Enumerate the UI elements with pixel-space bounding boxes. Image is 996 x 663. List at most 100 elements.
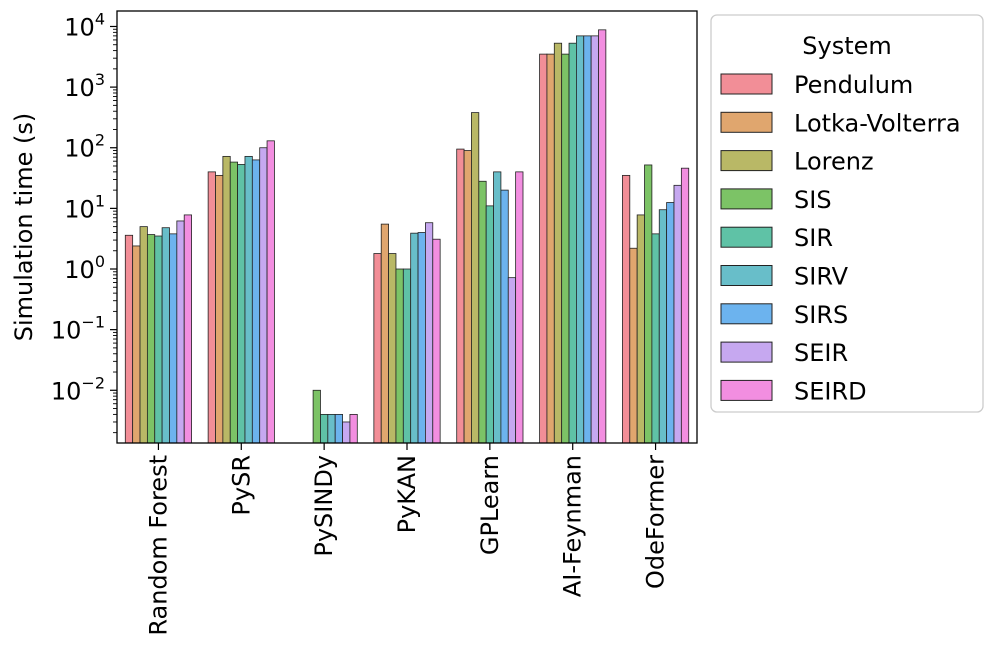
x-tick-label: PyKAN — [393, 455, 421, 533]
x-tick-label: AI-Feynman — [559, 455, 587, 597]
bar-lotka-volterra-odeformer — [629, 247, 638, 444]
bar-sirv-random-forest — [161, 227, 170, 444]
bar-pendulum-pykan — [373, 253, 382, 444]
bar-sir-pysindy — [320, 413, 329, 444]
bar-lorenz-gplearn — [471, 112, 480, 444]
legend-label: SIS — [794, 186, 832, 214]
bar-sir-pykan — [402, 268, 412, 444]
x-tick-label: PySR — [227, 455, 255, 516]
y-axis: 10−2 10−1 100 101 102 103 104 — [51, 9, 117, 434]
bar-pendulum-pysr — [207, 171, 216, 444]
bar-lorenz-random-forest — [139, 226, 148, 444]
bar-seir-pysindy — [342, 421, 351, 444]
y-tick-label: 10−2 — [51, 373, 105, 405]
bar-lorenz-odeformer — [636, 214, 645, 444]
legend-label: SEIR — [794, 339, 848, 367]
bar-sir-ai-feynman — [568, 42, 577, 444]
bar-sirs-pysindy — [334, 413, 343, 444]
legend-label: SIR — [794, 224, 833, 252]
x-tick-label: Random Forest — [144, 455, 172, 636]
y-tick-label: 10−1 — [51, 313, 105, 345]
bar-sirs-ai-feynman — [583, 35, 592, 444]
bar-sirs-pysr — [251, 159, 261, 444]
legend-label: SIRS — [794, 301, 848, 329]
legend-swatch — [720, 379, 773, 401]
bar-pendulum-random-forest — [124, 234, 134, 444]
bar-sis-pykan — [395, 268, 404, 444]
legend-items: Pendulum Lotka-Volterra Lorenz SIS SIR SIRV SI… — [720, 71, 961, 405]
legend-title: System — [802, 32, 892, 60]
bar-seird-pysr — [266, 140, 275, 444]
bar-sis-odeformer — [644, 164, 653, 444]
bar-sirv-pysr — [244, 155, 253, 444]
bar-lotka-volterra-pykan — [380, 223, 389, 444]
bar-lotka-volterra-ai-feynman — [546, 53, 555, 444]
bars-group — [124, 29, 690, 444]
bar-seird-pysindy — [349, 413, 358, 444]
bar-sis-pysindy — [312, 389, 321, 444]
y-tick-label: 104 — [64, 9, 105, 41]
bar-sis-ai-feynman — [561, 53, 570, 444]
bar-sirv-gplearn — [493, 171, 502, 444]
bar-sirv-odeformer — [658, 209, 668, 444]
y-tick-label: 100 — [64, 252, 105, 284]
bar-seir-odeformer — [673, 184, 682, 444]
bar-pendulum-odeformer — [622, 174, 631, 444]
bar-sis-gplearn — [478, 180, 487, 444]
bar-sir-pysr — [237, 164, 246, 444]
bar-sirv-ai-feynman — [576, 35, 585, 444]
legend-swatch — [720, 303, 773, 325]
bar-sirs-random-forest — [169, 233, 178, 444]
bar-seir-random-forest — [176, 220, 185, 444]
bar-seir-ai-feynman — [590, 35, 599, 444]
bar-lorenz-ai-feynman — [553, 42, 563, 444]
bar-seird-pykan — [432, 238, 441, 444]
bar-pendulum-gplearn — [456, 148, 465, 444]
legend-swatch — [720, 265, 773, 286]
bar-sir-odeformer — [651, 233, 660, 444]
legend-label: Lotka-Volterra — [794, 109, 961, 137]
bar-lotka-volterra-pysr — [215, 174, 224, 444]
bar-lotka-volterra-random-forest — [132, 245, 141, 444]
bar-pendulum-ai-feynman — [539, 53, 548, 444]
bar-seir-gplearn — [507, 277, 517, 444]
legend-label: SIRV — [794, 263, 849, 291]
bar-seird-ai-feynman — [598, 29, 607, 444]
bar-sirv-pykan — [410, 232, 419, 444]
y-tick-label: 103 — [64, 70, 105, 102]
x-tick-label: PySINDy — [310, 455, 338, 557]
bar-seird-gplearn — [515, 171, 524, 444]
legend-swatch — [720, 188, 773, 210]
bar-sis-random-forest — [146, 234, 156, 444]
bar-sir-gplearn — [485, 205, 494, 444]
legend-frame — [710, 14, 984, 413]
bar-sirv-pysindy — [327, 413, 336, 444]
bar-sirs-pykan — [417, 232, 426, 444]
bar-lotka-volterra-gplearn — [463, 150, 472, 444]
legend-swatch — [720, 341, 773, 363]
legend-label: SEIRD — [794, 377, 867, 405]
legend-swatch — [720, 150, 773, 172]
legend-swatch — [720, 73, 773, 95]
legend: System Pendulum Lotka-Volterra Lorenz SIS SI… — [710, 14, 984, 413]
bar-sir-random-forest — [154, 235, 163, 444]
x-axis: Random Forest PySR PySINDy PyKAN GPLearn AI-F… — [144, 443, 670, 636]
bar-sirs-gplearn — [500, 189, 509, 444]
bar-lorenz-pykan — [388, 253, 397, 444]
bar-sirs-odeformer — [666, 202, 675, 444]
legend-label: Lorenz — [794, 148, 874, 176]
y-axis-label: Simulation time (s) — [10, 113, 38, 342]
legend-swatch — [720, 111, 773, 133]
y-tick-label: 101 — [64, 191, 105, 223]
bar-seird-odeformer — [680, 167, 690, 444]
bar-sis-pysr — [229, 161, 239, 444]
bar-lorenz-pysr — [222, 155, 231, 444]
bar-seir-pysr — [259, 147, 268, 444]
y-tick-label: 102 — [64, 131, 105, 163]
bar-seird-random-forest — [183, 214, 192, 444]
bar-seir-pykan — [425, 222, 434, 444]
legend-swatch — [720, 226, 773, 248]
x-tick-label: GPLearn — [476, 455, 504, 555]
x-tick-label: OdeFormer — [642, 455, 670, 589]
